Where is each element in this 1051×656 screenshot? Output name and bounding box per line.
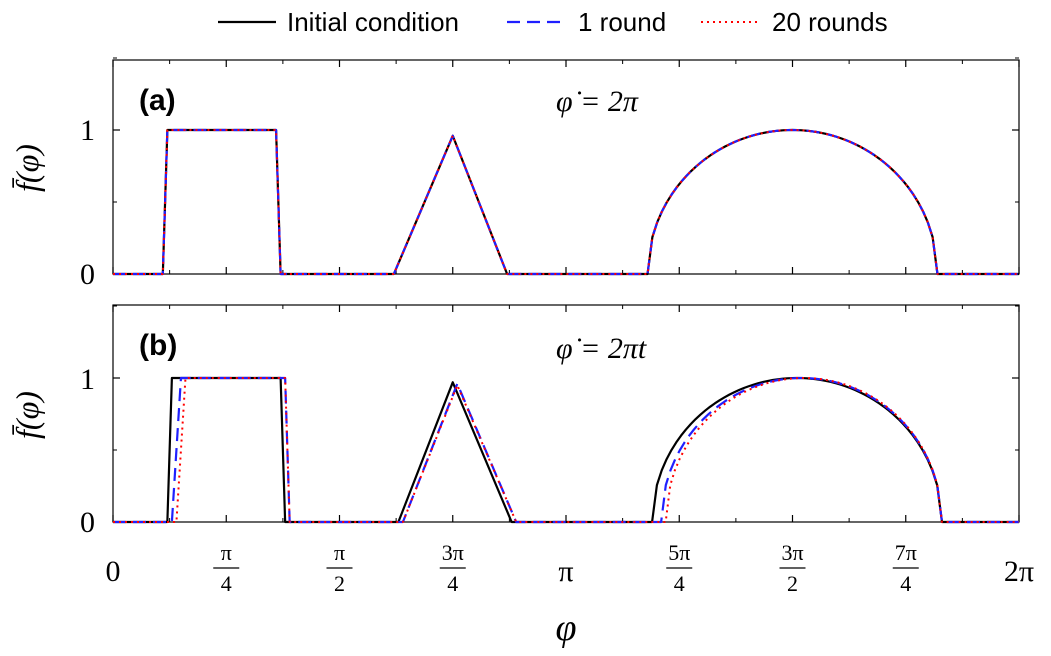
x-tick-denominator: 2 [787,571,798,596]
x-tick-fraction: π2 [326,540,353,596]
x-tick-denominator: 2 [334,571,345,596]
legend-label-1round: 1 round [578,7,666,37]
x-tick-denominator: 4 [221,571,232,596]
panel-a: (a) φ̇ = 2π 1 0 f̄(φ) [9,57,1020,291]
x-tick-fraction: π4 [213,540,240,596]
x-tick-fraction: 7π4 [892,540,919,596]
x-tick-numerator: 3π [781,540,803,565]
panel-b-ytick-1: 1 [80,363,95,396]
panel-a-ytick-1: 1 [80,114,95,147]
x-tick-label: 0 [106,555,121,588]
panel-b: (b) φ̇ = 2πt 1 0 f̄(φ) [9,304,1020,539]
panel-b-label: (b) [139,329,177,362]
series-line-20rounds [113,129,1019,275]
x-tick-fraction: 3π2 [779,540,806,596]
x-tick-fraction: 3π4 [439,540,466,596]
x-axis-label: φ [555,607,576,649]
x-tick-fraction: 5π4 [666,540,693,596]
x-tick-numerator: π [334,540,345,565]
panel-b-annotation: φ̇ = 2πt [556,332,647,365]
legend: Initial condition 1 round 20 rounds [218,7,888,37]
series-line-20rounds [113,377,1019,523]
panel-a-ylabel: f̄(φ) [9,144,45,192]
x-tick-numerator: π [221,540,232,565]
panel-b-series [113,376,1019,524]
x-tick-numerator: 7π [895,540,917,565]
series-line-initial [113,128,1019,276]
x-tick-label: π [558,555,573,588]
x-tick-denominator: 4 [900,571,911,596]
x-tick-numerator: 3π [442,540,464,565]
panel-b-ytick-0: 0 [80,506,95,539]
panel-a-label: (a) [139,84,176,117]
panel-a-annotation: φ̇ = 2π [556,85,639,118]
legend-label-20rounds: 20 rounds [772,7,888,37]
legend-label-initial: Initial condition [287,7,459,37]
panel-b-ylabel: f̄(φ) [9,391,45,439]
panel-a-series [113,128,1019,276]
x-tick-denominator: 4 [447,571,458,596]
series-line-1round [113,376,1019,524]
panel-a-ytick-0: 0 [80,258,95,291]
x-tick-numerator: 5π [668,540,690,565]
x-tick-denominator: 4 [674,571,685,596]
series-line-initial [113,376,1019,524]
series-line-1round [113,128,1019,276]
x-tick-label: 2π [1004,555,1034,588]
